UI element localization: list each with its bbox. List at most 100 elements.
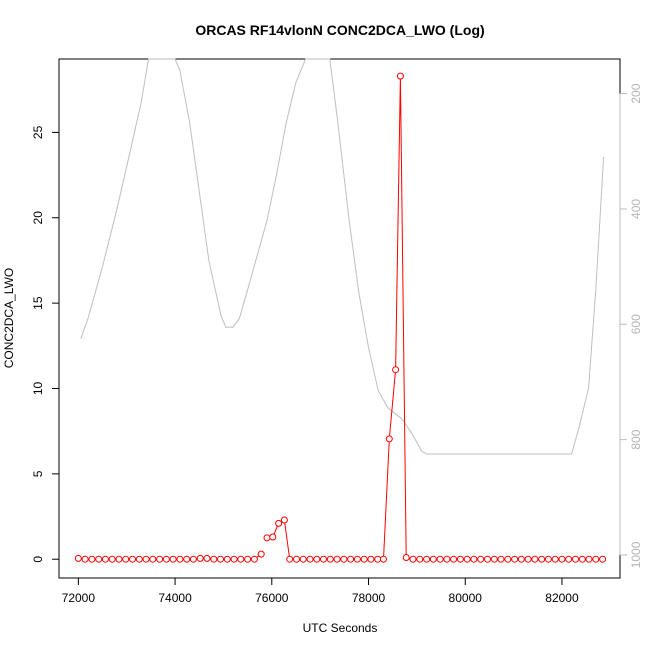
- data-point: [189, 555, 197, 563]
- data-point: [353, 555, 361, 563]
- data-point: [263, 534, 271, 542]
- data-point: [423, 555, 431, 563]
- data-point: [436, 555, 444, 563]
- secondary-series: [80, 58, 605, 455]
- y-tick-label: 20: [31, 211, 45, 225]
- data-point: [169, 555, 177, 563]
- data-point: [230, 555, 238, 563]
- x-axis: 72000 74000 76000 78000 80000 82000: [62, 577, 579, 605]
- data-point: [306, 555, 314, 563]
- y-tick-label: 15: [31, 296, 45, 310]
- data-point: [470, 555, 478, 563]
- data-point: [592, 555, 600, 563]
- data-point: [183, 555, 191, 563]
- data-point: [360, 555, 368, 563]
- y-axis-label: CONC2DCA_LWO: [2, 268, 16, 368]
- x-tick-label: 74000: [158, 591, 192, 605]
- data-point: [299, 555, 307, 563]
- data-point: [367, 555, 375, 563]
- data-point: [450, 555, 458, 563]
- data-point: [210, 555, 218, 563]
- data-point: [156, 555, 164, 563]
- data-point: [223, 555, 231, 563]
- y-tick-label: 5: [31, 470, 45, 477]
- data-point: [551, 555, 559, 563]
- data-point: [538, 555, 546, 563]
- data-point: [81, 555, 89, 563]
- data-point: [142, 555, 150, 563]
- x-tick-label: 72000: [62, 591, 96, 605]
- data-point: [490, 555, 498, 563]
- y-axis: 0 5 10 15 20 25: [31, 125, 60, 563]
- data-point: [347, 555, 355, 563]
- primary-series: [74, 72, 607, 563]
- x-tick-label: 80000: [449, 591, 483, 605]
- data-point: [396, 72, 404, 80]
- y-tick-label: 25: [31, 125, 45, 139]
- data-point: [585, 555, 593, 563]
- data-point: [108, 555, 116, 563]
- x-tick-label: 76000: [255, 591, 289, 605]
- data-point: [244, 555, 252, 563]
- data-point: [484, 555, 491, 563]
- y2-tick-label: 1000: [629, 541, 643, 568]
- data-point: [416, 555, 424, 563]
- data-point: [275, 519, 283, 527]
- y2-axis: 200 400 600 800 1000: [619, 83, 643, 568]
- data-point: [196, 554, 204, 562]
- data-point: [456, 555, 464, 563]
- y-tick-label: 10: [31, 382, 45, 396]
- data-point: [115, 555, 123, 563]
- data-point: [122, 555, 130, 563]
- data-point: [293, 555, 300, 563]
- data-point: [497, 555, 505, 563]
- x-tick-label: 78000: [352, 591, 386, 605]
- data-point: [217, 555, 224, 563]
- data-point: [280, 516, 288, 524]
- data-point: [524, 555, 532, 563]
- data-point: [286, 555, 294, 563]
- data-point: [326, 555, 334, 563]
- data-point: [380, 555, 387, 563]
- data-point: [558, 555, 566, 563]
- data-point: [477, 555, 485, 563]
- data-point: [463, 555, 471, 563]
- y2-tick-label: 400: [629, 199, 643, 219]
- data-point: [149, 555, 157, 563]
- data-point: [572, 555, 579, 563]
- y-tick-label: 0: [31, 556, 45, 563]
- data-point: [129, 555, 136, 563]
- data-point: [565, 555, 573, 563]
- data-point: [250, 555, 258, 563]
- data-point: [95, 555, 103, 563]
- data-point: [578, 555, 586, 563]
- data-point: [176, 555, 184, 563]
- secondary-series-line: [80, 58, 605, 455]
- data-point: [135, 555, 143, 563]
- series-line: [289, 76, 603, 560]
- data-point: [374, 555, 382, 563]
- data-point: [504, 555, 512, 563]
- y2-tick-label: 800: [629, 429, 643, 449]
- data-point: [237, 555, 245, 563]
- data-point: [402, 554, 410, 561]
- data-point: [333, 555, 341, 563]
- data-point: [392, 366, 400, 374]
- x-axis-label: UTC Seconds: [303, 621, 378, 635]
- data-point: [162, 555, 170, 563]
- data-point: [599, 555, 607, 563]
- data-point: [203, 554, 211, 562]
- data-point: [409, 555, 417, 563]
- data-point: [385, 435, 393, 443]
- data-point: [544, 555, 552, 563]
- chart-title: ORCAS RF14vlonN CONC2DCA_LWO (Log): [195, 22, 484, 38]
- data-point: [429, 555, 437, 563]
- data-point: [320, 555, 327, 563]
- data-point: [340, 555, 348, 563]
- data-point: [74, 554, 82, 562]
- data-point: [88, 555, 96, 563]
- data-point: [517, 555, 525, 563]
- x-tick-label: 82000: [545, 591, 579, 605]
- data-point: [257, 550, 265, 558]
